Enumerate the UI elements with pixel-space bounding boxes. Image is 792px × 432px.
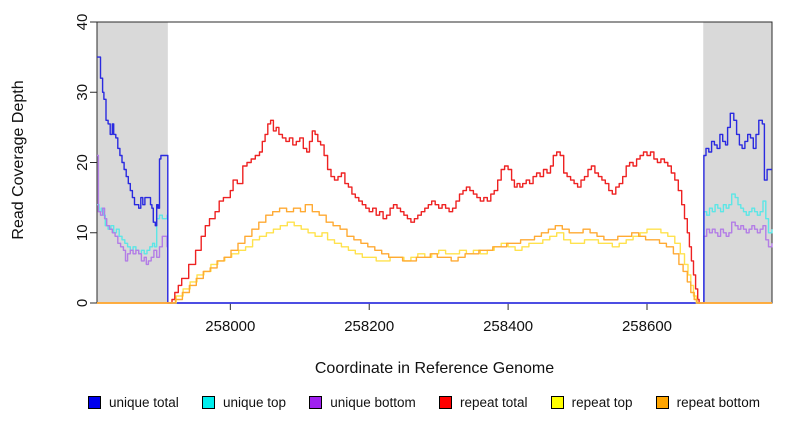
y-tick-label: 40 xyxy=(74,14,91,31)
legend-swatch-icon xyxy=(201,396,215,409)
shaded-region-left-flank xyxy=(97,22,168,303)
shaded-region-right-flank xyxy=(703,22,772,303)
legend-item-unique-total: unique total xyxy=(88,395,179,410)
legend-label: unique top xyxy=(222,395,287,410)
y-axis-title: Read Coverage Depth xyxy=(10,80,27,240)
legend-label: unique bottom xyxy=(330,395,416,410)
series-unique-bottom xyxy=(97,154,773,304)
legend-swatch-icon xyxy=(550,396,564,409)
legend-swatch-icon xyxy=(88,396,101,409)
legend-swatch-icon xyxy=(438,396,452,409)
x-tick-label: 258000 xyxy=(205,318,255,335)
plot-border xyxy=(96,21,773,304)
legend-item-unique-bottom: unique bottom xyxy=(309,395,416,410)
y-tick-label: 30 xyxy=(74,84,91,101)
x-axis-title: Coordinate in Reference Genome xyxy=(314,360,555,377)
legend-swatch-icon xyxy=(309,396,323,409)
y-tick-label: 0 xyxy=(74,299,91,307)
legend: unique total unique top unique bottom repea… xyxy=(88,395,760,410)
legend-swatch-icon xyxy=(655,396,669,409)
legend-item-repeat-total: repeat total xyxy=(438,395,528,410)
legend-item-repeat-bottom: repeat bottom xyxy=(655,395,760,410)
series-unique-top xyxy=(97,193,773,304)
series-unique-total xyxy=(97,56,772,304)
legend-item-unique-top: unique top xyxy=(201,395,287,410)
legend-label: repeat total xyxy=(459,395,528,410)
x-tick-label: 258200 xyxy=(344,318,394,335)
legend-label: repeat bottom xyxy=(676,395,760,410)
y-tick-label: 10 xyxy=(74,224,91,241)
x-tick-label: 258600 xyxy=(622,318,672,335)
y-tick-label: 20 xyxy=(74,154,91,171)
x-tick-label: 258400 xyxy=(483,318,533,335)
series-repeat-top xyxy=(97,221,772,304)
series-repeat-bottom xyxy=(97,204,772,304)
legend-label: repeat top xyxy=(571,395,633,410)
series-repeat-total xyxy=(97,119,772,304)
legend-item-repeat-top: repeat top xyxy=(550,395,633,410)
legend-label: unique total xyxy=(109,395,179,410)
